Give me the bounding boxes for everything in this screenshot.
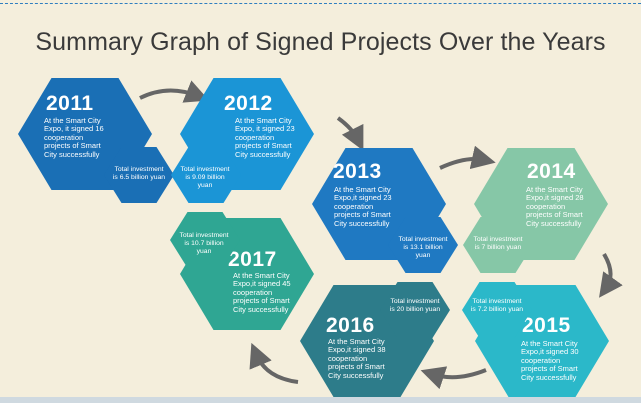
arrow-2013-2014 [439,145,496,170]
arrow-2016-2017 [249,342,299,384]
inv-2016: Total investment is 20 billion yuan [389,298,441,313]
desc-2011: At the Smart City Expo, it signed 16 coo… [44,116,104,159]
top-dashed-rule [0,3,641,4]
inv-2013: Total investment is 13.1 billion yuan [398,236,448,259]
inv-hex-2012 [171,147,241,203]
inv-2012: Total investment is 9.09 billion yuan [180,166,230,189]
desc-2015: At the Smart City Expo,it signed 30 coop… [521,339,579,382]
arrow-2012-2013 [336,116,364,151]
arrow-2011-2012 [139,80,210,103]
year-2014: 2014 [527,160,576,183]
year-2015: 2015 [522,314,571,337]
arrow-2014-2015 [599,252,623,298]
bottom-band [0,397,641,403]
desc-2014: At the Smart City Expo,it signed 28 coop… [526,185,584,228]
page-title: Summary Graph of Signed Projects Over th… [35,28,606,56]
desc-2012: At the Smart City Expo, it signed 23 coo… [235,116,295,159]
inv-2017: Total investment is 10.7 billion yuan [179,232,229,255]
year-2016: 2016 [326,314,375,337]
arrow-2015-2016 [420,366,487,390]
desc-2017: At the Smart City Expo,it signed 45 coop… [233,271,291,314]
year-2017: 2017 [228,248,277,271]
inv-2011: Total investment is 6.5 billion yuan [112,166,166,181]
inv-2014: Total investment is 7 billion yuan [473,236,523,251]
year-2011: 2011 [46,92,94,115]
inv-hex-2017 [170,212,240,268]
desc-2013: At the Smart City Expo,it signed 23 coop… [334,185,392,228]
inv-2015: Total investment is 7.2 billion yuan [470,298,524,313]
year-2013: 2013 [333,160,382,183]
year-2012: 2012 [224,92,273,115]
desc-2016: At the Smart City Expo,it signed 38 coop… [328,337,386,380]
